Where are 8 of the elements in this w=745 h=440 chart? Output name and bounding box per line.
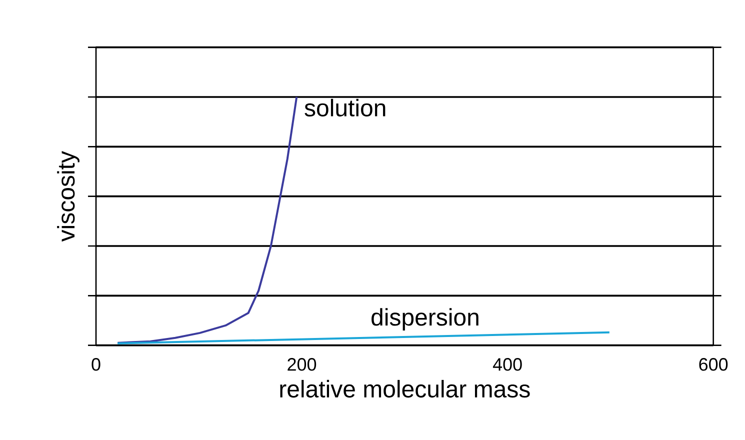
x-tick-label: 0 bbox=[92, 358, 100, 371]
y-axis-title: viscosity bbox=[57, 151, 80, 242]
x-tick-label: 600 bbox=[699, 358, 728, 371]
series-label: solution bbox=[304, 98, 386, 116]
x-tick-label: 200 bbox=[288, 358, 316, 371]
x-tick-label: 400 bbox=[492, 358, 522, 371]
x-axis-title: relative molecular mass bbox=[280, 380, 530, 398]
series-label: dispersion bbox=[372, 308, 478, 331]
